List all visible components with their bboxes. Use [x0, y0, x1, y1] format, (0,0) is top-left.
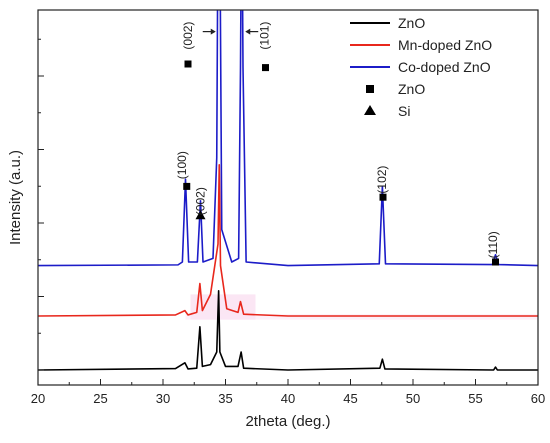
shaded-band	[185, 314, 538, 320]
peak-label: (002)	[181, 22, 195, 50]
x-tick-label: 60	[531, 391, 545, 406]
series-line-2	[38, 164, 538, 317]
x-tick-label: 35	[218, 391, 232, 406]
legend-label: ZnO	[398, 15, 425, 31]
x-tick-label: 55	[468, 391, 482, 406]
zno-marker	[183, 182, 191, 190]
arrow-left-head	[210, 28, 216, 35]
zno-marker	[379, 193, 387, 201]
x-tick-label: 25	[93, 391, 107, 406]
series-line-1	[38, 290, 538, 371]
x-tick-label: 30	[156, 391, 170, 406]
peak-label: (102)	[375, 166, 389, 194]
x-axis-label: 2theta (deg.)	[245, 413, 330, 430]
x-tick-label: 20	[31, 391, 45, 406]
series-group	[38, 10, 538, 371]
zno-marker	[492, 258, 499, 266]
zno-marker	[262, 64, 269, 72]
si-marker	[195, 210, 206, 220]
x-tick-label: 45	[343, 391, 357, 406]
x-tick-label: 50	[406, 391, 420, 406]
series-line-3	[38, 10, 538, 267]
peak-label: (101)	[257, 22, 271, 50]
peak-label: (002)	[194, 187, 208, 215]
zno-marker	[184, 60, 192, 68]
legend-label: Mn-doped ZnO	[398, 37, 492, 53]
peak-label: (100)	[175, 151, 189, 179]
legend-label: ZnO	[398, 81, 425, 97]
arrow-right-head	[245, 28, 251, 35]
legend-triangle-icon	[364, 105, 376, 115]
legend-label: Co-doped ZnO	[398, 59, 491, 75]
legend-square-icon	[366, 85, 374, 93]
peak-label: (110)	[486, 231, 500, 258]
legend-label: Si	[398, 103, 410, 119]
y-axis-label: Intensity (a.u.)	[7, 150, 24, 245]
x-tick-label: 40	[281, 391, 295, 406]
